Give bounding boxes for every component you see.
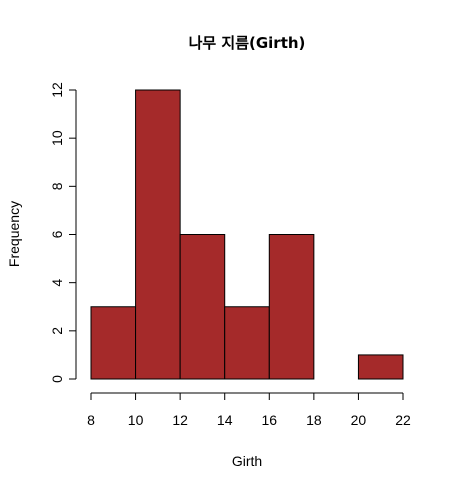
y-tick-label: 6 — [49, 230, 65, 238]
y-tick-label: 10 — [49, 130, 65, 146]
histogram-bar-8-10 — [90, 306, 137, 380]
x-tick-label: 10 — [128, 412, 144, 428]
histogram-bar-14-16 — [224, 306, 270, 380]
histogram-bar-10-12 — [135, 89, 181, 380]
histogram-bar-12-14 — [179, 234, 226, 380]
y-axis: 0 2 4 6 8 10 12 — [49, 82, 77, 383]
y-tick-label: 8 — [49, 182, 65, 190]
y-tick-label: 12 — [49, 82, 65, 98]
x-tick-label: 12 — [172, 412, 188, 428]
chart-title: 나무 지름(Girth) — [189, 34, 306, 52]
x-axis-label: Girth — [232, 453, 262, 469]
y-axis-label: Frequency — [6, 201, 22, 267]
x-tick-label: 18 — [306, 412, 322, 428]
histogram-bar-20-22 — [357, 354, 404, 380]
y-tick-label: 4 — [49, 279, 65, 287]
x-tick-label: 8 — [87, 412, 95, 428]
y-tick-label: 0 — [49, 375, 65, 383]
x-axis: 8 10 12 14 16 18 20 22 — [87, 392, 411, 428]
x-tick-label: 20 — [351, 412, 367, 428]
bars-group — [90, 89, 404, 380]
y-tick-label: 2 — [49, 327, 65, 335]
histogram-bar-16-18 — [268, 234, 315, 380]
x-tick-label: 16 — [261, 412, 277, 428]
x-tick-label: 14 — [217, 412, 233, 428]
x-tick-label: 22 — [395, 412, 411, 428]
